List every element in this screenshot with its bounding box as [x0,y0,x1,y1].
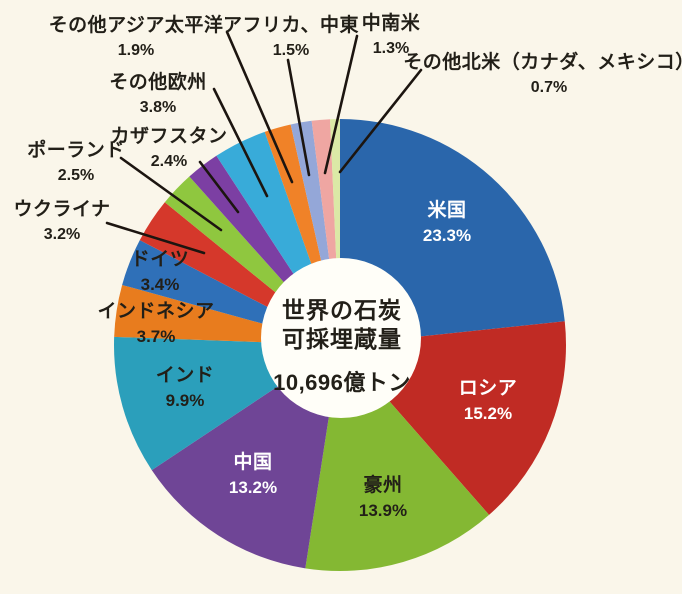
leader-line-7 [105,221,206,255]
leader-line-8 [119,156,223,232]
leader-line-9 [198,160,240,214]
center-label: 世界の石炭 可採埋蔵量 10,696億トン [273,296,411,396]
leader-line-12 [286,58,311,177]
leader-line-10 [212,87,269,198]
chart-title-line2: 可採埋蔵量 [281,326,402,352]
leader-line-14 [338,68,423,174]
total-amount: 10,696億トン [273,370,411,395]
leader-line-11 [225,30,294,184]
leader-line-13 [323,34,359,175]
chart-title-line1: 世界の石炭 [281,297,402,323]
donut-hole [261,258,421,418]
